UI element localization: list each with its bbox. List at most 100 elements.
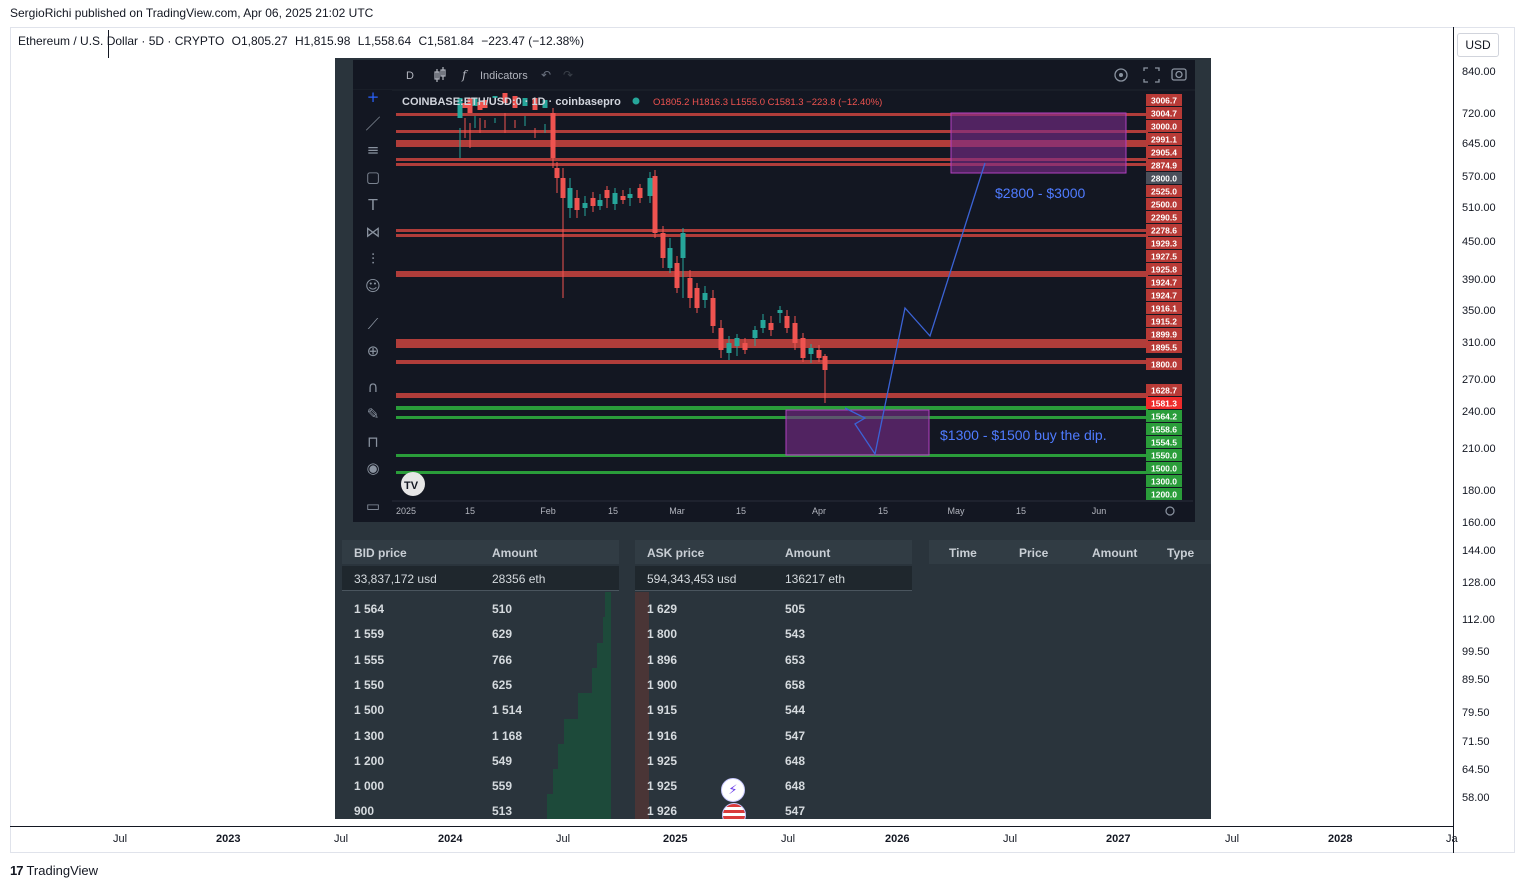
candle-body[interactable]	[768, 323, 774, 330]
camera-icon[interactable]	[1171, 68, 1187, 81]
interval-button[interactable]: D	[406, 70, 414, 82]
text-icon[interactable]: T	[367, 196, 378, 214]
magnet-icon[interactable]: ∩	[368, 378, 379, 396]
candle-body[interactable]	[457, 98, 463, 118]
candle-body[interactable]	[808, 348, 814, 354]
bid-row-price[interactable]: 1 550	[354, 677, 385, 692]
ruler-icon[interactable]: ⟋	[368, 315, 379, 333]
ask-row-price[interactable]: 1 925	[647, 779, 678, 794]
bid-row-price[interactable]: 1 555	[354, 652, 385, 667]
fx-icon[interactable]: f	[461, 68, 469, 82]
candle-body[interactable]	[760, 320, 766, 328]
ask-amount-header[interactable]: Amount	[785, 546, 831, 560]
candle-body[interactable]	[742, 343, 748, 350]
ask-row-price[interactable]: 1 800	[647, 627, 678, 642]
candle-body[interactable]	[532, 98, 538, 110]
bid-row-price[interactable]: 1 564	[354, 602, 385, 616]
bid-row-price[interactable]: 1 500	[354, 703, 385, 718]
candle-body[interactable]	[726, 343, 732, 353]
candle-body[interactable]	[816, 350, 822, 358]
fib-icon[interactable]: ≡	[367, 141, 380, 159]
candle-body[interactable]	[567, 188, 573, 208]
candle-body[interactable]	[522, 98, 528, 106]
candle-body[interactable]	[612, 193, 618, 204]
candle-body[interactable]	[604, 190, 610, 198]
settings-icon[interactable]	[1114, 68, 1128, 82]
trades-price-header[interactable]: Price	[1019, 546, 1049, 560]
eye-icon[interactable]: ◉	[366, 459, 379, 477]
bid-price-header[interactable]: BID price	[354, 546, 407, 560]
upper-target-zone[interactable]	[950, 112, 1127, 174]
candle-body[interactable]	[582, 203, 588, 208]
pencil-lock-icon[interactable]: ✎	[367, 405, 380, 423]
trades-time-header[interactable]: Time	[949, 546, 977, 560]
bid-row-price[interactable]: 1 200	[354, 753, 385, 768]
candle-body[interactable]	[718, 328, 724, 350]
rectangle-icon[interactable]: ▢	[366, 168, 380, 186]
ask-row-price[interactable]: 1 629	[647, 602, 678, 616]
candle-body[interactable]	[512, 96, 518, 108]
candle-body[interactable]	[784, 316, 790, 328]
bid-row-price[interactable]: 1 559	[354, 627, 385, 642]
legend-symbol[interactable]: Ethereum / U.S. Dollar · 5D · CRYPTO	[18, 34, 225, 48]
candle-body[interactable]	[667, 248, 673, 268]
candle-body[interactable]	[620, 196, 626, 200]
candle-body[interactable]	[627, 194, 633, 198]
candle-body[interactable]	[492, 96, 498, 98]
candle-body[interactable]	[752, 330, 758, 338]
candle-body[interactable]	[822, 356, 828, 370]
candle-body[interactable]	[554, 168, 560, 178]
forecast-icon[interactable]: ⫶	[371, 250, 375, 268]
candle-body[interactable]	[590, 198, 596, 206]
candle-body[interactable]	[647, 178, 653, 196]
candle-body[interactable]	[637, 188, 643, 198]
us-flag-icon[interactable]	[722, 803, 746, 819]
candle-body[interactable]	[597, 200, 603, 206]
ask-row-price[interactable]: 1 896	[647, 652, 678, 667]
ai-assistant-icon[interactable]: ⚡	[721, 778, 745, 802]
ask-row-price[interactable]: 1 926	[647, 804, 678, 819]
candle-body[interactable]	[680, 233, 686, 258]
time-axis[interactable]	[10, 826, 1453, 854]
ask-row-price[interactable]: 1 900	[647, 677, 678, 692]
candle-body[interactable]	[560, 178, 566, 198]
candle-body[interactable]	[542, 100, 548, 108]
lock-icon[interactable]: ⊓	[367, 433, 379, 451]
bid-row-price[interactable]: 900	[354, 804, 375, 819]
candle-body[interactable]	[710, 298, 716, 326]
candle-body[interactable]	[462, 103, 468, 108]
candle-body[interactable]	[467, 98, 473, 113]
candle-type-icon[interactable]	[434, 67, 446, 82]
candle-body[interactable]	[687, 278, 693, 298]
candle-body[interactable]	[550, 113, 556, 158]
trades-type-header[interactable]: Type	[1167, 546, 1195, 560]
candle-body[interactable]	[702, 293, 708, 300]
bid-amount-header[interactable]: Amount	[492, 546, 538, 560]
crosshair-icon[interactable]: +	[367, 88, 380, 106]
trend-line-icon[interactable]: ／	[365, 115, 380, 133]
candle-body[interactable]	[660, 233, 666, 258]
bid-row-price[interactable]: 1 300	[354, 728, 385, 743]
undo-icon[interactable]: ↶	[541, 68, 551, 82]
candle-body[interactable]	[502, 93, 508, 103]
ask-row-price[interactable]: 1 915	[647, 703, 678, 718]
bid-row-price[interactable]: 1 000	[354, 779, 385, 794]
pattern-icon[interactable]: ⋈	[366, 223, 381, 241]
candle-body[interactable]	[800, 338, 806, 358]
zoom-in-icon[interactable]: ⊕	[367, 342, 380, 360]
emoji-icon[interactable]: ☺	[365, 277, 381, 295]
candle-body[interactable]	[792, 323, 798, 343]
trades-amount-header[interactable]: Amount	[1092, 546, 1138, 560]
candle-body[interactable]	[734, 338, 740, 346]
candle-body[interactable]	[477, 102, 483, 110]
candle-body[interactable]	[777, 310, 783, 313]
fullscreen-icon[interactable]	[1143, 67, 1160, 83]
candle-body[interactable]	[674, 263, 680, 288]
candle-body[interactable]	[652, 176, 658, 233]
axis-settings-icon[interactable]	[1165, 506, 1175, 516]
symbol-line[interactable]: COINBASE:ETH/USD:0 · 1D · coinbasepro	[402, 96, 621, 108]
candle-body[interactable]	[482, 100, 488, 108]
trash-icon[interactable]: ▭	[366, 497, 380, 515]
lower-buy-zone[interactable]	[785, 409, 930, 456]
candle-body[interactable]	[472, 98, 478, 106]
